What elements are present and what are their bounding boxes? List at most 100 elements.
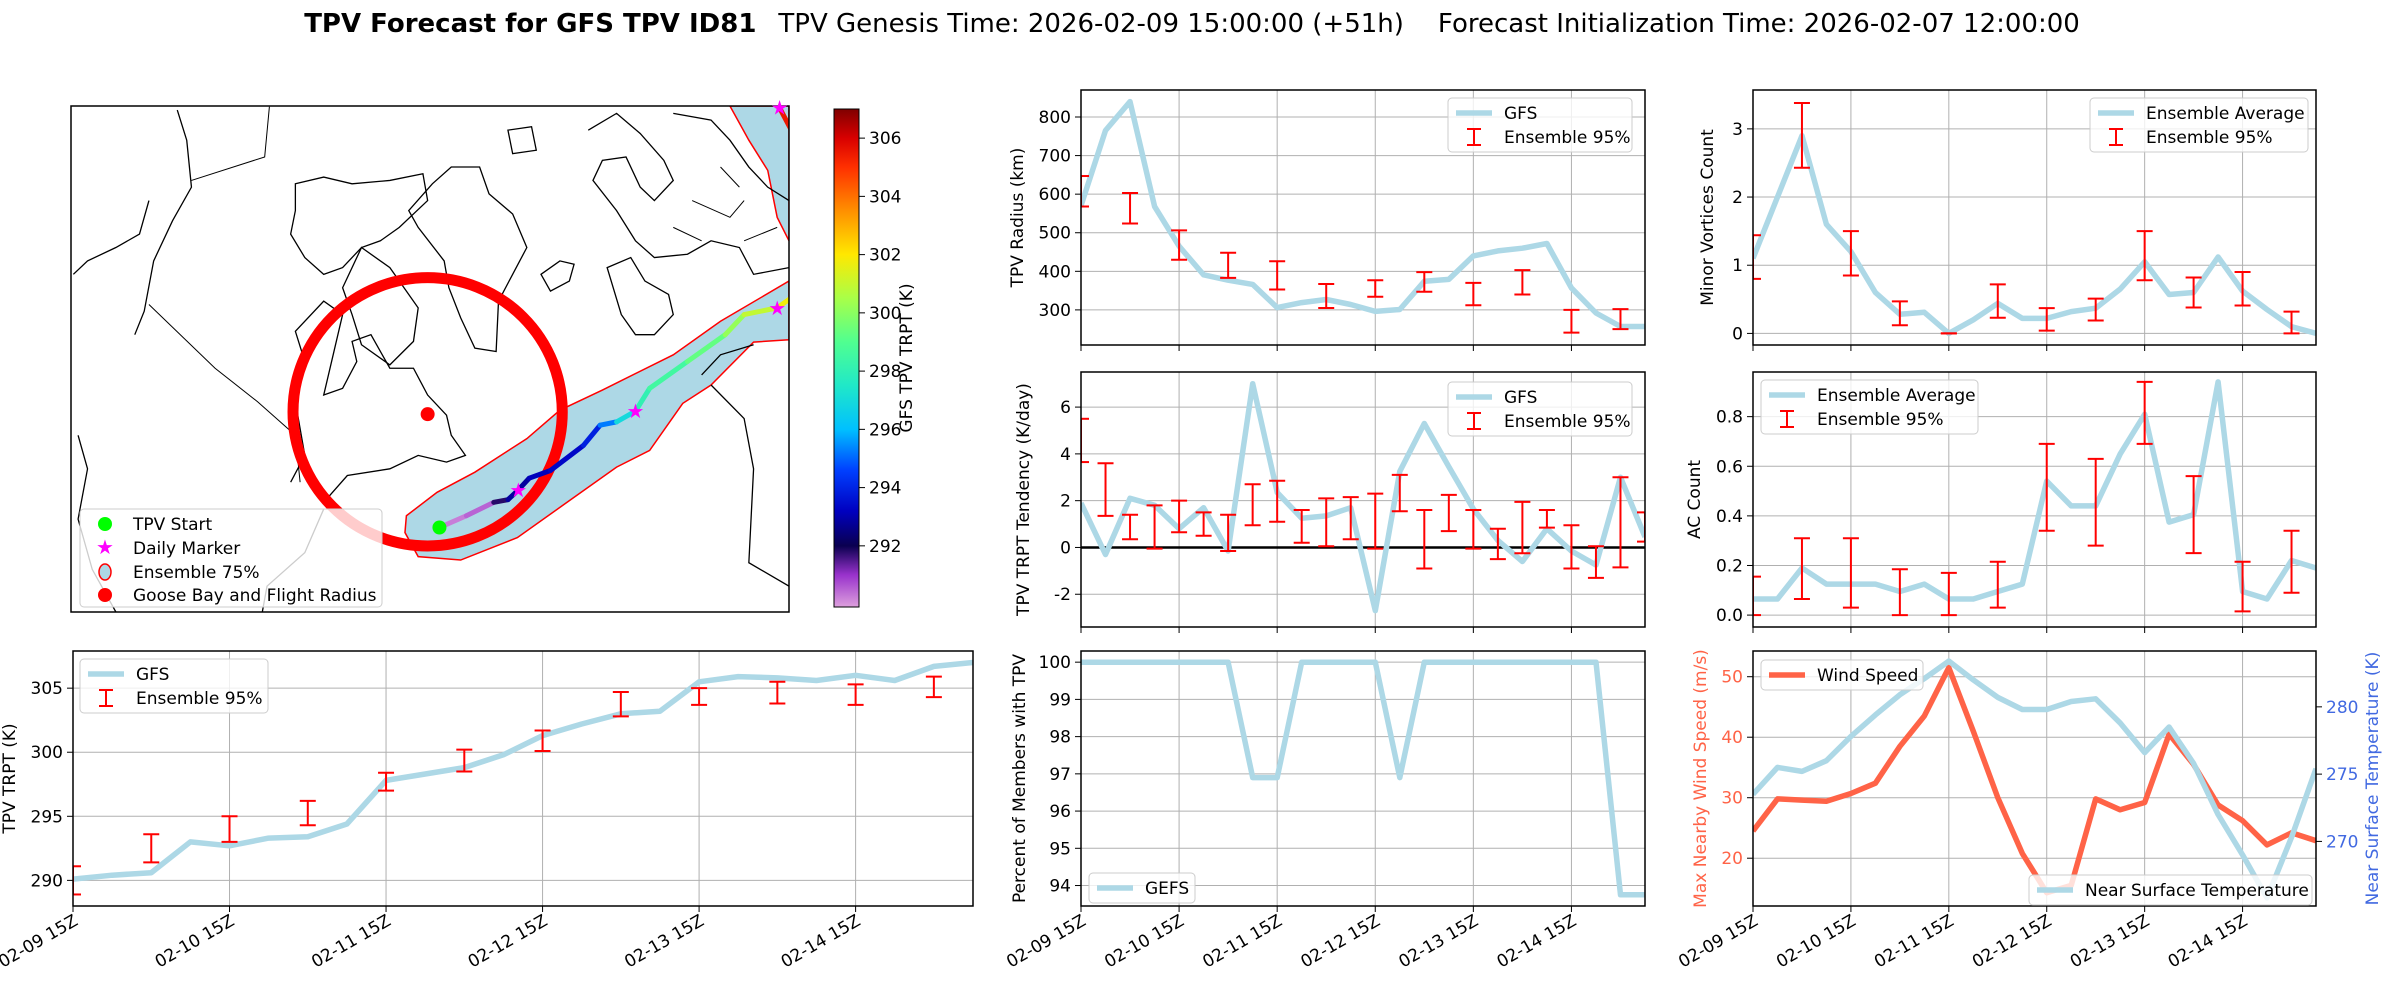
legend-box	[1088, 872, 1196, 904]
x-tick-label: 02-13 15Z	[2067, 911, 2153, 972]
legend-label: GFS	[1504, 388, 1537, 408]
chart-minor: 0 1 2 3 Minor Vortices Count Ensemble Average…	[1698, 89, 2317, 351]
error-bar	[534, 729, 551, 752]
track-segment	[744, 308, 777, 315]
map-panel: ★ ★ ★ ★ TPV Start ★ Daily Marker Ensemble 7…	[70, 95, 796, 613]
legend-label: Ensemble 95%	[1504, 128, 1631, 148]
tpv-track	[439, 103, 796, 527]
y-tick-label: 0.2	[1716, 556, 1743, 576]
daily-marker-star-icon: ★	[509, 478, 527, 502]
y-tick-label: 0.6	[1716, 457, 1743, 477]
legend: GFS Ensemble 95%	[1447, 381, 1633, 437]
y-axis-label: Max Nearby Wind Speed (m/s)	[1691, 649, 1711, 908]
ensemble-75-swath	[405, 106, 789, 560]
legend-box	[2028, 874, 2313, 906]
daily-marker-star-icon: ★	[768, 296, 786, 320]
y-tick-label: 0.0	[1716, 606, 1743, 626]
x-tick-label: 02-09 15Z	[1675, 911, 1761, 972]
x-tick-label: 02-10 15Z	[1773, 911, 1859, 972]
y-tick-label: 95	[1049, 839, 1071, 859]
series-line-ensemble-average	[1753, 379, 2316, 602]
y-tick-label: 94	[1049, 877, 1071, 897]
x-tick-label: 02-11 15Z	[1871, 911, 1957, 972]
tpv-start-marker	[432, 520, 447, 535]
error-bar	[1587, 545, 1604, 579]
error-bar	[378, 771, 395, 792]
legend-label: Ensemble 95%	[136, 689, 263, 709]
series-line-gefs	[1081, 659, 1645, 898]
error-bar	[1195, 511, 1212, 537]
error-bar	[1171, 499, 1188, 534]
legend: GFS Ensemble 95%	[79, 658, 269, 714]
error-bar	[1440, 493, 1457, 533]
y2-tick-label: 270	[2326, 832, 2358, 852]
y-axis-label: Percent of Members with TPV	[1010, 654, 1030, 903]
legend-label: Wind Speed	[1817, 666, 1918, 686]
colorbar-tick-label: 306	[869, 129, 901, 149]
y-tick-label: 700	[1039, 147, 1071, 167]
map-legend: TPV Start ★ Daily Marker Ensemble 75% Go…	[79, 508, 383, 608]
error-bar	[1612, 308, 1629, 331]
colorbar-tick-label: 298	[869, 362, 901, 382]
y-axis-label: AC Count	[1685, 460, 1705, 539]
error-bar	[1220, 251, 1237, 279]
error-bar	[1465, 509, 1482, 550]
error-bar	[1122, 192, 1139, 225]
plot-area	[1081, 98, 1645, 334]
y-tick-label: 300	[31, 743, 63, 763]
flight-radius-circle	[293, 278, 562, 546]
error-bar	[1489, 527, 1506, 561]
x-tick-label: 02-12 15Z	[1297, 911, 1383, 972]
colorbar-tick-label: 304	[869, 187, 901, 207]
error-bar	[2087, 457, 2104, 547]
colorbar-tick-label: 302	[869, 246, 901, 266]
error-bar	[2087, 297, 2104, 322]
axes-frame	[1080, 650, 1646, 907]
legend: Ensemble Average Ensemble 95%	[1760, 379, 1979, 435]
axes-frame	[72, 650, 974, 907]
x-tick-label: 02-13 15Z	[1396, 911, 1482, 972]
legend-box	[1760, 659, 1924, 691]
track-segment	[777, 294, 796, 307]
plot-area	[73, 659, 973, 896]
y-tick-label: 800	[1039, 108, 1071, 128]
error-bar	[1367, 492, 1384, 550]
error-bar	[2038, 442, 2055, 532]
map-legend-box	[79, 508, 383, 608]
legend-ensemble-75: Ensemble 75%	[133, 563, 260, 583]
legend: Near Surface Temperature	[2028, 874, 2313, 906]
plot-area	[1081, 380, 1645, 614]
daily-marker-star-icon: ★	[771, 95, 789, 119]
track-segment	[529, 470, 550, 478]
error-bar	[2234, 560, 2251, 613]
error-bar	[1416, 509, 1433, 570]
y-tick-label: 3	[1732, 120, 1743, 140]
y-tick-label: 295	[31, 807, 63, 827]
legend-daily-marker: Daily Marker	[133, 539, 240, 559]
axes-frame	[1752, 371, 2317, 628]
error-bar	[1391, 473, 1408, 513]
legend: GEFS	[1088, 872, 1196, 904]
y-tick-label: 0	[1060, 538, 1071, 558]
error-bar	[299, 799, 316, 827]
legend-box	[79, 658, 269, 714]
track-segment	[617, 411, 636, 422]
error-bar	[1081, 417, 1089, 464]
chart-wind: 20 30 40 50 270 275 280 02-09 15Z 02-10 15Z 02-11…	[1675, 649, 2383, 972]
y-tick-label: 30	[1721, 789, 1743, 809]
error-bar	[1612, 476, 1629, 569]
colorbar-tick-label: 292	[869, 537, 901, 557]
error-bar	[1793, 101, 1810, 169]
error-bar	[2185, 276, 2202, 309]
error-bar	[2185, 475, 2202, 555]
y-tick-label: 96	[1049, 802, 1071, 822]
y-axis-label: Minor Vortices Count	[1698, 129, 1718, 306]
error-bar	[612, 691, 629, 718]
error-bar	[1122, 513, 1139, 541]
legend: Ensemble Average Ensemble 95%	[2089, 97, 2309, 153]
series-line-near-surface-temperature	[1753, 658, 2316, 901]
y-tick-label: 290	[31, 871, 63, 891]
error-bar	[1793, 537, 1810, 600]
y-tick-label: 0	[1732, 324, 1743, 344]
